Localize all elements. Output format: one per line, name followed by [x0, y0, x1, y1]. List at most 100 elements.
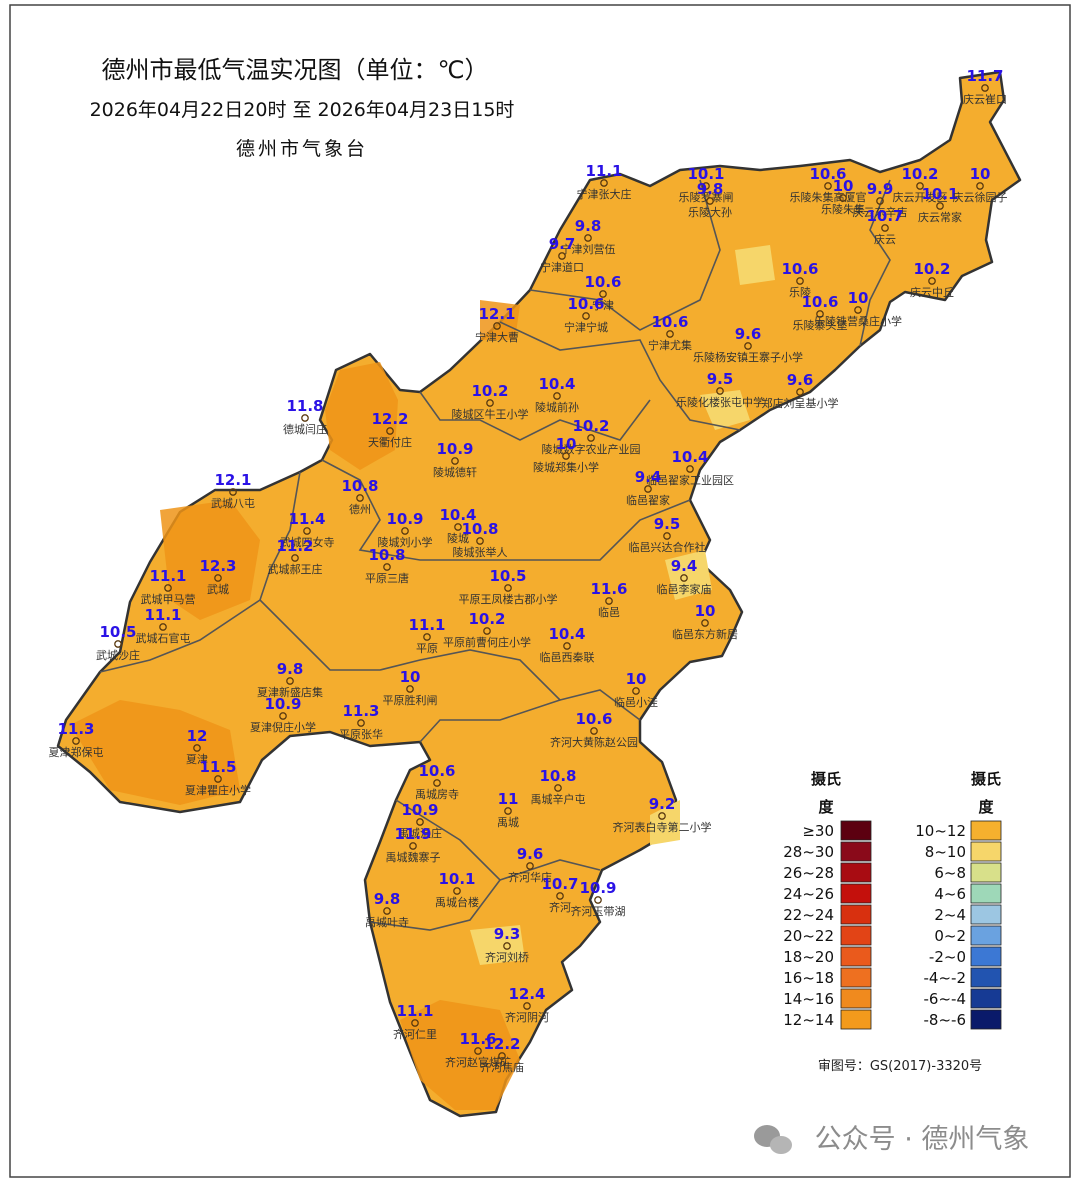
cool-patch [650, 800, 680, 845]
station-name: 齐河刘桥 [485, 950, 529, 964]
station-name: 乐陵朱集 [821, 202, 865, 216]
legend: 摄氏度 摄氏度 ≥30 28~30 26~28 24~26 22~24 20~22 18~20 1… [783, 770, 1002, 1030]
station-name: 武城八屯 [211, 497, 255, 510]
station-name: 夏津新盛店集 [257, 685, 323, 699]
county-border [259, 599, 641, 721]
station-dot [214, 574, 222, 582]
station-name: 乐陵罗寨闸 [679, 190, 734, 204]
station-value: 10.5 [99, 623, 136, 641]
station-value: 9.2 [649, 795, 676, 813]
station-value: 9.8 [697, 180, 724, 198]
legend-unit: 摄氏 [811, 770, 841, 788]
station-dot [433, 779, 441, 787]
county-border [369, 879, 501, 931]
station-dot [562, 452, 570, 460]
station-value: 11.1 [585, 162, 622, 180]
warm-patch [480, 300, 520, 340]
station-name: 平原三唐 [365, 571, 409, 585]
station-name: 武城石官屯 [136, 631, 191, 645]
station-name: 齐河焦庙 [480, 1060, 524, 1074]
station-value: 9.6 [517, 845, 544, 863]
legend-swatch [970, 841, 1002, 862]
station-name: 庆云崔口 [963, 92, 1007, 106]
station-dot [706, 197, 714, 205]
station-dot [386, 427, 394, 435]
station-name: 乐陵寨头堡 [793, 318, 848, 332]
station-dot [680, 574, 688, 582]
station-dot [164, 584, 172, 592]
station-dot [658, 812, 666, 820]
legend-unit: 摄氏 [971, 770, 1001, 788]
station-value: 10.8 [368, 546, 405, 564]
station-dot [936, 202, 944, 210]
station-value: 10.8 [461, 520, 498, 538]
legend-swatch [970, 1009, 1002, 1030]
station-value: 10 [400, 668, 421, 686]
station-name: 夏津瞿庄小学 [185, 783, 251, 797]
station-value: 10.6 [575, 710, 612, 728]
station-dot [556, 892, 564, 900]
cool-patch [700, 390, 750, 430]
station-dot [744, 342, 752, 350]
station-dot [383, 563, 391, 571]
station-name: 武城沙庄 [96, 648, 140, 662]
station-name: 宁津宁城 [564, 320, 608, 334]
station-value: 10.4 [671, 448, 708, 466]
station-dot [716, 387, 724, 395]
station-name: 临邑西秦联 [540, 650, 595, 664]
station-dot [383, 907, 391, 915]
legend-label: 18~20 [783, 948, 834, 966]
station-dot [701, 619, 709, 627]
station-value: 10.2 [901, 165, 938, 183]
station-name: 宁津大曹 [475, 330, 519, 344]
station-name: 平原张华 [339, 727, 383, 741]
legend-swatch [840, 967, 872, 988]
station-dot [503, 942, 511, 950]
station-value: 12.1 [478, 305, 515, 323]
station-dot [453, 887, 461, 895]
legend-swatch [970, 883, 1002, 904]
legend-swatch [970, 946, 1002, 967]
station-name: 宁津张大庄 [577, 187, 632, 201]
county-borders [99, 179, 891, 931]
legend-label: 14~16 [783, 990, 834, 1008]
issuer: 德州市气象台 [236, 138, 368, 160]
legend-label: 2~4 [934, 906, 966, 924]
legend-label: 6~8 [934, 864, 966, 882]
station-dot [193, 744, 201, 752]
station-dot [582, 312, 590, 320]
county-border [859, 179, 891, 347]
station-dot [416, 818, 424, 826]
legend-swatch [970, 988, 1002, 1009]
station-name: 齐河表白寺第二小学 [613, 820, 712, 834]
station-name: 宁津刘营伍 [561, 242, 616, 256]
station-name: 平原胜利闸 [383, 693, 438, 707]
station-dot [498, 1052, 506, 1060]
station-dot [553, 392, 561, 400]
station-dot [702, 182, 710, 190]
station-name: 陵城郑集小学 [533, 460, 599, 474]
station-name: 庆云 [874, 232, 896, 246]
station-name: 德州 [349, 502, 371, 516]
station-dot [796, 388, 804, 396]
station-dot [981, 84, 989, 92]
station-name: 夏津 [186, 753, 208, 766]
station-value: 10.9 [264, 695, 301, 713]
station-dot [839, 194, 847, 202]
station-name: 平原 [416, 642, 438, 655]
station-name: 乐陵杨安镇王寨子小学 [693, 350, 803, 364]
legend-label: -4~-2 [924, 969, 966, 987]
station-dot [486, 399, 494, 407]
cool-patch [735, 245, 775, 285]
station-value: 10.2 [468, 610, 505, 628]
legend-swatch [840, 883, 872, 904]
station-dot [303, 527, 311, 535]
station-name: 临邑小洼 [614, 695, 658, 709]
station-name: 临邑李家庙 [657, 582, 712, 596]
legend-unit: 度 [818, 798, 834, 816]
legend-swatch [970, 862, 1002, 883]
station-value: 10.1 [438, 870, 475, 888]
station-name: 夏津倪庄小学 [250, 720, 316, 734]
station-value: 11.9 [394, 825, 431, 843]
station-value: 10 [695, 602, 716, 620]
